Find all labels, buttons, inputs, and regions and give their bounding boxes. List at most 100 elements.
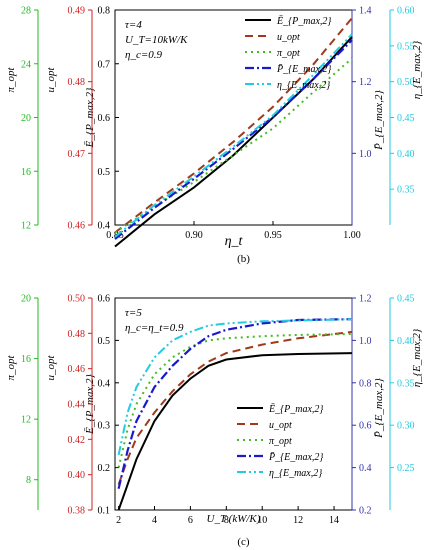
legend-label-u: u_opt: [269, 420, 292, 431]
e-axis-tick-label: 0.5: [98, 336, 111, 347]
p-axis-tick-label: 1.2: [359, 77, 372, 88]
pi-axis-label: π_opt: [5, 355, 17, 381]
x-axis-label: η_t: [225, 234, 244, 249]
u-axis-tick-label: 0.48: [68, 77, 86, 88]
pi-axis-label: π_opt: [5, 67, 17, 93]
series-line-u: [114, 17, 353, 234]
e-axis-tick-label: 0.2: [98, 463, 111, 474]
x-tick-label: 10: [257, 515, 267, 526]
x-tick-label: 0.95: [264, 230, 282, 241]
series-line-eta: [117, 318, 353, 456]
u-axis-tick-label: 0.48: [68, 329, 86, 340]
e-axis-tick-label: 0.5: [98, 167, 111, 178]
panel-c: 2 4 6 8 10 12 14 U_T (kW/K) 0.1 0.2 0.3 0.4 0.5 0.6 Ē_…: [5, 294, 423, 549]
pi-axis-tick-label: 20: [21, 294, 31, 305]
p-axis-label: P̄_{E_max,2}: [373, 377, 385, 438]
x-axis-label: U_T (kW/K): [207, 513, 261, 525]
pi-axis-tick-label: 12: [21, 221, 31, 232]
legend-label-eta: η_{E_max,2}: [277, 80, 330, 91]
e-axis-tick-label: 0.8: [98, 6, 111, 17]
u-axis-tick-label: 0.40: [68, 470, 86, 481]
eta-axis-label: η_{E_max,2}: [411, 328, 423, 387]
legend-label-E: Ē_{P_max,2}: [276, 15, 331, 27]
p-axis-tick-label: 0.6: [359, 421, 372, 432]
legend-label-u: u_opt: [277, 32, 300, 43]
u-axis-tick-label: 0.46: [68, 364, 86, 375]
pi-axis-tick-label: 16: [21, 167, 31, 178]
x-tick-label: 14: [329, 515, 339, 526]
pi-axis-tick-label: 28: [21, 6, 31, 17]
legend-label-P: P̄_{E_max,2}: [276, 63, 331, 75]
u-axis-tick-label: 0.44: [68, 400, 86, 411]
e-axis-tick-label: 0.3: [98, 421, 111, 432]
u-axis-label: u_opt: [45, 355, 57, 381]
e-axis-tick-label: 0.7: [98, 59, 111, 70]
legend-label-P: P̄_{E_max,2}: [268, 451, 323, 463]
eta-axis-tick-label: 0.25: [397, 463, 415, 474]
pi-axis-tick-label: 24: [21, 59, 31, 70]
eta-axis-tick-label: 0.40: [397, 149, 415, 160]
legend-label-eta: η_{E_max,2}: [269, 468, 322, 479]
eta-axis-tick-label: 0.60: [397, 6, 415, 17]
annotation-line: U_T=10kW/K: [125, 34, 188, 46]
panel-b: 0.85 0.90 0.95 1.00 η_t 0.4 0.5 0.6 0.7 0.8 Ē_{P_m…: [5, 6, 423, 266]
eta-axis-tick-label: 0.30: [397, 421, 415, 432]
eta-axis-label: η_{E_max,2}: [411, 40, 423, 99]
annotation-line: τ=5: [125, 307, 142, 319]
series-line-eta: [114, 33, 353, 238]
x-tick-label: 6: [188, 515, 193, 526]
series-line-E: [117, 352, 353, 511]
p-axis-label: P̄_{E_max,2}: [373, 89, 385, 150]
p-axis-tick-label: 0.2: [359, 506, 372, 517]
pi-axis-tick-label: 12: [21, 415, 31, 426]
eta-axis-tick-label: 0.45: [397, 294, 415, 305]
series-line-P: [114, 39, 353, 240]
legend-label-pi: π_opt: [269, 436, 292, 447]
panel-label: (c): [237, 536, 250, 548]
series-line-u: [117, 330, 353, 485]
x-tick-label: 2: [116, 515, 121, 526]
e-axis-tick-label: 0.6: [98, 294, 111, 305]
x-tick-label: 0.85: [106, 230, 124, 241]
eta-axis-tick-label: 0.40: [397, 336, 415, 347]
series-line-P: [117, 318, 353, 490]
pi-axis-tick-label: 16: [21, 354, 31, 365]
e-axis-tick-label: 0.4: [98, 221, 111, 232]
x-tick-label: 4: [152, 515, 157, 526]
legend-label-E: Ē_{P_max,2}: [268, 403, 323, 415]
x-tick-label: 12: [293, 515, 303, 526]
annotation-line: η_c=η_t=0.9: [125, 322, 184, 334]
e-axis-tick-label: 0.4: [98, 378, 111, 389]
e-axis-label: Ē_{P_max,2}: [84, 87, 96, 148]
p-axis-tick-label: 1.0: [359, 336, 372, 347]
eta-axis-tick-label: 0.50: [397, 77, 415, 88]
e-axis-tick-label: 0.6: [98, 113, 111, 124]
u-axis-tick-label: 0.38: [68, 506, 86, 517]
p-axis-tick-label: 1.2: [359, 294, 372, 305]
e-axis-tick-label: 0.1: [98, 506, 111, 517]
pi-axis-tick-label: 8: [26, 475, 31, 486]
eta-axis-tick-label: 0.35: [397, 185, 415, 196]
p-axis-tick-label: 0.8: [359, 378, 372, 389]
p-axis-tick-label: 1.4: [359, 6, 372, 17]
panel-label: (b): [237, 253, 250, 265]
eta-axis-tick-label: 0.45: [397, 113, 415, 124]
u-axis-tick-label: 0.49: [68, 6, 86, 17]
eta-axis-tick-label: 0.35: [397, 378, 415, 389]
p-axis-tick-label: 1.0: [359, 149, 372, 160]
series-line-E: [114, 36, 353, 248]
x-tick-label: 8: [224, 515, 229, 526]
u-axis-tick-label: 0.46: [68, 221, 86, 232]
legend-label-pi: π_opt: [277, 48, 300, 59]
x-tick-label: 1.00: [343, 230, 361, 241]
annotation-line: η_c=0.9: [125, 49, 163, 61]
eta-axis-tick-label: 0.55: [397, 41, 415, 52]
u-axis-tick-label: 0.50: [68, 294, 86, 305]
u-axis-tick-label: 0.42: [68, 435, 86, 446]
u-axis-label: u_opt: [45, 67, 57, 93]
p-axis-tick-label: 0.4: [359, 463, 372, 474]
x-tick-label: 0.90: [185, 230, 203, 241]
annotation-line: τ=4: [125, 19, 142, 31]
pi-axis-tick-label: 20: [21, 113, 31, 124]
